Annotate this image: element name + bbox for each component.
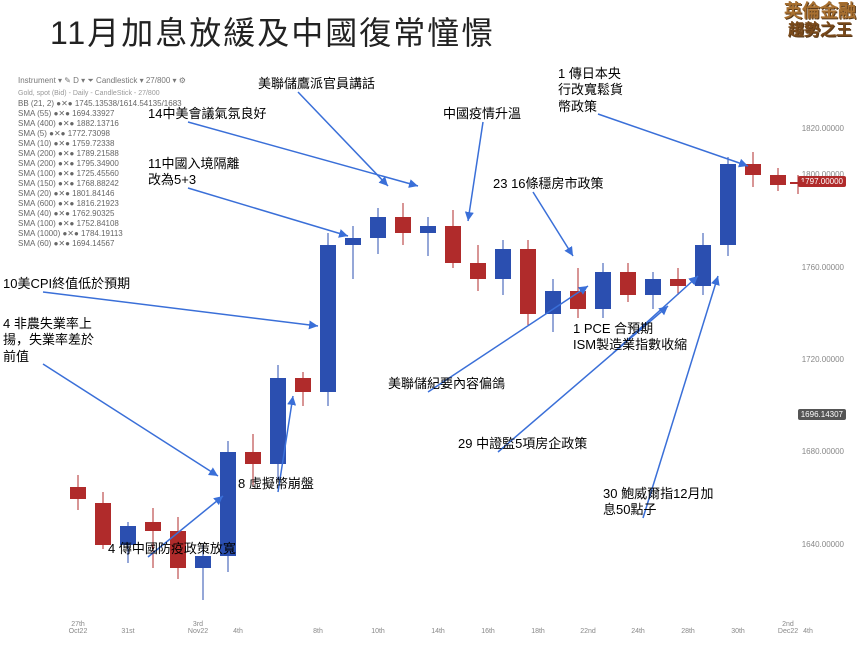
x-tick: 4th bbox=[803, 628, 813, 636]
ann-china-reopen: 4 傳中國防疫政策放寬 bbox=[108, 541, 236, 557]
x-tick: 14th bbox=[431, 628, 445, 636]
ann-quarantine: 11中國入境隔離改為5+3 bbox=[148, 156, 240, 189]
x-tick: 22nd bbox=[580, 628, 596, 636]
ann-us-china: 14中美會議氣氛良好 bbox=[148, 106, 266, 122]
ann-housing16: 23 16條穩房市政策 bbox=[493, 176, 604, 192]
x-tick: 3rdNov22 bbox=[188, 621, 208, 636]
x-tick: 16th bbox=[481, 628, 495, 636]
logo-line2: 趨勢之王 bbox=[784, 22, 856, 40]
ann-jp-boj: 1 傳日本央行改寬鬆貨幣政策 bbox=[558, 66, 623, 115]
x-tick: 2ndDec22 bbox=[778, 621, 798, 636]
ann-csrc: 29 中證監5項房企政策 bbox=[458, 436, 587, 452]
x-tick: 27thOct22 bbox=[69, 621, 88, 636]
ann-fed-hawk: 美聯儲鷹派官員講話 bbox=[258, 76, 375, 92]
ann-nfp: 4 非農失業率上揚，失業率差於前值 bbox=[3, 316, 94, 365]
x-tick: 8th bbox=[313, 628, 323, 636]
ann-china-covid: 中國疫情升溫 bbox=[443, 106, 521, 122]
x-tick: 24th bbox=[631, 628, 645, 636]
ann-cpi: 10美CPI終值低於預期 bbox=[3, 276, 130, 292]
ann-fomc-dove: 美聯儲紀要內容偏鴿 bbox=[388, 376, 505, 392]
x-tick: 4th bbox=[233, 628, 243, 636]
x-tick: 18th bbox=[531, 628, 545, 636]
x-tick: 10th bbox=[371, 628, 385, 636]
page-title: 11月加息放緩及中國復常憧憬 bbox=[50, 8, 495, 54]
brand-logo: 英倫金融 趨勢之王 bbox=[784, 2, 856, 39]
x-tick: 30th bbox=[731, 628, 745, 636]
logo-line1: 英倫金融 bbox=[784, 2, 856, 22]
ann-powell: 30 鮑威爾指12月加息50點子 bbox=[603, 486, 714, 519]
x-tick: 31st bbox=[121, 628, 134, 636]
candlestick-chart: Instrument ▾ ✎ D ▾ ⏷ Candlestick ▾ 27/80… bbox=[18, 76, 846, 636]
ann-crypto: 8 虛擬幣崩盤 bbox=[238, 476, 314, 492]
ann-pce: 1 PCE 合預期ISM製造業指數收縮 bbox=[573, 321, 687, 354]
x-tick: 28th bbox=[681, 628, 695, 636]
